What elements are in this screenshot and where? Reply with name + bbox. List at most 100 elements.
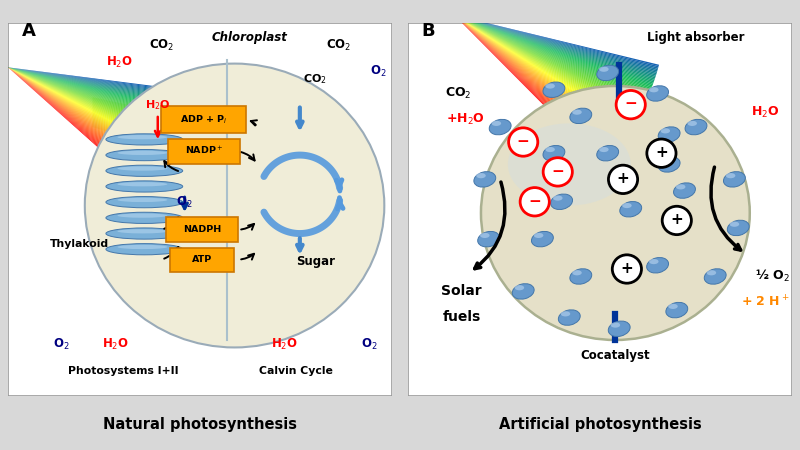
Polygon shape	[454, 15, 650, 92]
Polygon shape	[8, 68, 164, 141]
Ellipse shape	[118, 182, 167, 186]
Polygon shape	[8, 68, 158, 153]
Text: A: A	[22, 22, 35, 40]
Text: ATP: ATP	[192, 255, 212, 264]
Polygon shape	[8, 68, 172, 121]
Polygon shape	[454, 15, 657, 74]
Polygon shape	[454, 15, 633, 125]
Polygon shape	[8, 68, 140, 177]
Polygon shape	[8, 68, 175, 112]
Ellipse shape	[661, 158, 670, 163]
Polygon shape	[8, 68, 157, 154]
Ellipse shape	[570, 108, 592, 124]
Ellipse shape	[658, 127, 680, 142]
Polygon shape	[454, 15, 658, 70]
Polygon shape	[8, 68, 177, 103]
Polygon shape	[8, 68, 161, 148]
Ellipse shape	[531, 231, 554, 247]
Polygon shape	[8, 68, 145, 171]
Polygon shape	[454, 15, 654, 83]
Polygon shape	[454, 15, 610, 155]
Ellipse shape	[491, 121, 501, 126]
Polygon shape	[454, 15, 616, 148]
Polygon shape	[8, 68, 174, 114]
Text: +H$_2$O: +H$_2$O	[446, 112, 486, 127]
Polygon shape	[454, 15, 653, 86]
Polygon shape	[454, 15, 638, 117]
Text: −: −	[551, 164, 564, 179]
Polygon shape	[454, 15, 640, 114]
Ellipse shape	[668, 304, 678, 309]
Polygon shape	[8, 68, 165, 138]
Polygon shape	[8, 68, 158, 152]
Polygon shape	[454, 15, 656, 77]
Circle shape	[662, 206, 691, 234]
Ellipse shape	[546, 83, 555, 89]
Ellipse shape	[666, 302, 688, 318]
Text: H$_2$O: H$_2$O	[271, 337, 298, 351]
Polygon shape	[8, 68, 173, 118]
Text: Cocatalyst: Cocatalyst	[581, 349, 650, 362]
Polygon shape	[8, 68, 178, 95]
Text: H$_2$O: H$_2$O	[106, 54, 133, 70]
Polygon shape	[8, 68, 149, 166]
Polygon shape	[8, 68, 172, 122]
Ellipse shape	[597, 145, 618, 161]
Ellipse shape	[658, 157, 680, 172]
Polygon shape	[454, 15, 654, 84]
Polygon shape	[454, 15, 623, 139]
Ellipse shape	[661, 128, 670, 134]
Polygon shape	[8, 68, 176, 109]
Polygon shape	[8, 68, 154, 158]
Polygon shape	[454, 15, 648, 97]
Ellipse shape	[620, 202, 642, 217]
Polygon shape	[454, 15, 622, 141]
Ellipse shape	[572, 270, 582, 275]
Polygon shape	[8, 68, 178, 102]
Polygon shape	[454, 15, 652, 88]
Ellipse shape	[570, 269, 592, 284]
Ellipse shape	[512, 284, 534, 299]
Text: Solar: Solar	[442, 284, 482, 298]
Ellipse shape	[674, 183, 695, 198]
Text: + 2 H$^+$: + 2 H$^+$	[741, 294, 790, 309]
Polygon shape	[8, 68, 151, 163]
Ellipse shape	[476, 173, 486, 178]
Polygon shape	[8, 68, 161, 146]
Polygon shape	[454, 15, 618, 146]
Ellipse shape	[118, 198, 167, 202]
Polygon shape	[454, 15, 658, 68]
Polygon shape	[542, 90, 658, 164]
Polygon shape	[454, 15, 607, 158]
Polygon shape	[454, 15, 603, 162]
Ellipse shape	[106, 197, 182, 208]
Polygon shape	[454, 15, 608, 157]
Polygon shape	[454, 15, 614, 150]
Ellipse shape	[704, 269, 726, 284]
Ellipse shape	[599, 67, 609, 72]
Polygon shape	[8, 68, 147, 168]
Polygon shape	[8, 68, 142, 174]
Ellipse shape	[118, 245, 167, 249]
Text: +: +	[617, 171, 630, 186]
Ellipse shape	[646, 257, 669, 273]
Text: CO$_2$: CO$_2$	[445, 86, 471, 101]
Polygon shape	[454, 15, 655, 78]
Ellipse shape	[474, 171, 496, 187]
Polygon shape	[454, 15, 617, 147]
Text: NADPH: NADPH	[182, 225, 221, 234]
Polygon shape	[8, 68, 179, 92]
FancyBboxPatch shape	[170, 248, 234, 272]
Text: +: +	[655, 145, 668, 160]
Ellipse shape	[118, 135, 167, 140]
Polygon shape	[454, 15, 656, 76]
Ellipse shape	[558, 310, 580, 325]
Text: NADP$^+$: NADP$^+$	[185, 145, 223, 157]
Polygon shape	[454, 15, 657, 73]
Polygon shape	[454, 15, 658, 69]
Polygon shape	[8, 68, 163, 142]
Polygon shape	[454, 15, 638, 118]
Polygon shape	[8, 68, 179, 90]
Polygon shape	[8, 68, 171, 124]
Circle shape	[609, 165, 638, 194]
